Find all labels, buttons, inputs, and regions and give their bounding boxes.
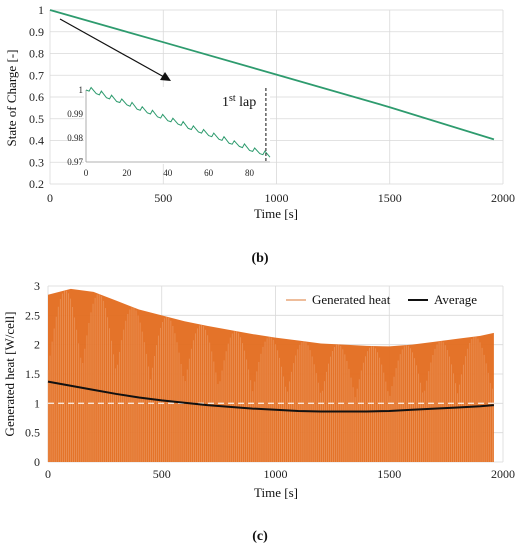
heat-x-axis-label: Time [s] [254, 485, 298, 500]
generated-heat-oscillation [47, 290, 493, 462]
soc-y-tick: 0.7 [29, 68, 44, 82]
soc-y-tick: 0.9 [29, 25, 44, 39]
soc-y-tick: 0.3 [29, 155, 44, 169]
heat-y-axis-label: Generated heat [W/cell] [2, 312, 17, 437]
soc-x-ticks: 0 500 1000 1500 2000 [47, 191, 515, 205]
soc-x-tick: 1000 [265, 191, 289, 205]
soc-x-tick: 1500 [378, 191, 402, 205]
soc-inset-arrowhead [160, 72, 171, 81]
soc-inset: 0.97 0.98 0.99 1 0 20 40 60 80 1st lap [67, 85, 271, 178]
soc-x-tick: 0 [47, 191, 53, 205]
soc-y-tick: 0.8 [29, 47, 44, 61]
soc-x-tick: 500 [154, 191, 172, 205]
heat-y-tick: 0 [34, 455, 40, 469]
heat-x-tick: 2000 [491, 467, 515, 481]
soc-x-tick: 2000 [491, 191, 515, 205]
legend-label-generated-heat: Generated heat [312, 292, 391, 307]
soc-inset-y-tick: 0.97 [67, 157, 83, 167]
lap-label-suffix: lap [236, 95, 257, 110]
soc-line [49, 9, 495, 141]
soc-inset-y-tick: 0.99 [67, 109, 83, 119]
soc-inset-x-tick: 80 [245, 168, 255, 178]
soc-x-axis-label: Time [s] [254, 206, 298, 221]
average-line [47, 380, 494, 413]
heat-legend: Generated heat Average [286, 292, 477, 307]
soc-inset-x-tick: 40 [163, 168, 173, 178]
panel-label-b: (b) [251, 251, 268, 266]
heat-chart: 0 0.5 1 1.5 2 2.5 3 0 500 1000 1500 2000 Generated… [2, 279, 515, 544]
soc-inset-x-tick: 0 [84, 168, 89, 178]
soc-chart: 0.2 0.3 0.4 0.5 0.6 0.7 0.8 0.9 1 0 500 1000 1500 20… [4, 3, 515, 266]
soc-inset-y-tick: 0.98 [67, 133, 83, 143]
heat-y-tick: 2.5 [25, 308, 40, 322]
heat-y-tick: 2 [34, 338, 40, 352]
panel-label-c: (c) [252, 529, 268, 544]
soc-y-tick: 0.5 [29, 112, 44, 126]
heat-x-tick: 0 [45, 467, 51, 481]
soc-inset-x-ticks: 0 20 40 60 80 [84, 161, 270, 178]
soc-inset-x-tick: 60 [204, 168, 214, 178]
soc-inset-line [85, 86, 271, 158]
soc-inset-y-tick: 1 [79, 85, 84, 95]
soc-y-tick: 1 [38, 3, 44, 17]
soc-inset-x-tick: 20 [122, 168, 132, 178]
heat-x-tick: 1500 [377, 467, 401, 481]
soc-inset-series [85, 86, 271, 158]
lap-label-sup: st [229, 93, 236, 104]
soc-inset-y-ticks: 0.97 0.98 0.99 1 [67, 85, 87, 167]
soc-inset-arrow [59, 18, 165, 78]
heat-y-tick: 3 [34, 279, 40, 293]
heat-series [47, 288, 494, 462]
heat-y-tick: 1 [34, 396, 40, 410]
heat-y-tick: 1.5 [25, 367, 40, 381]
soc-series [49, 9, 495, 141]
soc-y-tick: 0.2 [29, 177, 44, 191]
soc-y-ticks: 0.2 0.3 0.4 0.5 0.6 0.7 0.8 0.9 1 [29, 3, 44, 191]
heat-x-ticks: 0 500 1000 1500 2000 [45, 467, 515, 481]
soc-y-axis-label: State of Charge [-] [4, 50, 19, 147]
lap-label: 1st lap [222, 93, 256, 110]
heat-x-tick: 500 [153, 467, 171, 481]
soc-y-tick: 0.6 [29, 90, 44, 104]
heat-x-tick: 1000 [264, 467, 288, 481]
heat-y-ticks: 0 0.5 1 1.5 2 2.5 3 [25, 279, 40, 469]
legend-label-average: Average [434, 292, 477, 307]
soc-y-tick: 0.4 [29, 134, 44, 148]
heat-y-tick: 0.5 [25, 426, 40, 440]
